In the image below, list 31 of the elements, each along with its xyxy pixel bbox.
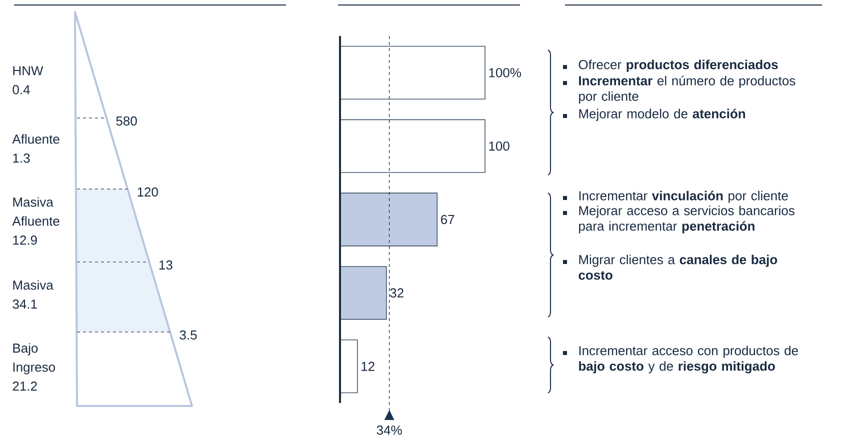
text: 13 <box>159 260 172 270</box>
bar <box>340 119 486 173</box>
text: Mejorar modelo de atención <box>579 108 746 121</box>
bar <box>340 339 358 394</box>
data-label: 1.3 <box>13 154 30 163</box>
category-label: HNW <box>13 66 44 76</box>
category-label: Masiva <box>13 280 54 290</box>
text: 580 <box>116 116 137 126</box>
category-label: Bajo Ingreso <box>13 343 56 374</box>
data-label: 0.4 <box>12 85 30 94</box>
text: 120 <box>138 187 158 197</box>
data-label: 34.1 <box>12 300 37 309</box>
bar <box>340 46 486 100</box>
data-label: 100 <box>489 142 510 151</box>
ref-line-label: 34% <box>376 426 402 435</box>
data-label: 100% <box>489 68 521 78</box>
data-label: 67 <box>441 214 454 224</box>
text: Mejorar acceso a servicios bancarios para incrementar penetración <box>579 206 794 234</box>
text: Ofrecer productos diferenciados <box>578 60 778 72</box>
category-label: Masiva Afluente <box>12 197 60 226</box>
text: Incrementar acceso con productos de bajo costo y de riesgo mitigado <box>579 346 798 374</box>
data-label: 12 <box>362 362 374 371</box>
data-label: 12.9 <box>13 236 37 245</box>
text: 3.5 <box>180 330 197 340</box>
data-label: 32 <box>390 288 404 298</box>
text: Migrar clientes a canales de bajo costo <box>578 254 778 280</box>
text: Incrementar vinculación por cliente <box>579 190 788 203</box>
category-label: Afluente <box>12 134 60 144</box>
bar <box>340 266 387 320</box>
data-label: 21.2 <box>12 382 37 391</box>
bar <box>340 192 438 246</box>
